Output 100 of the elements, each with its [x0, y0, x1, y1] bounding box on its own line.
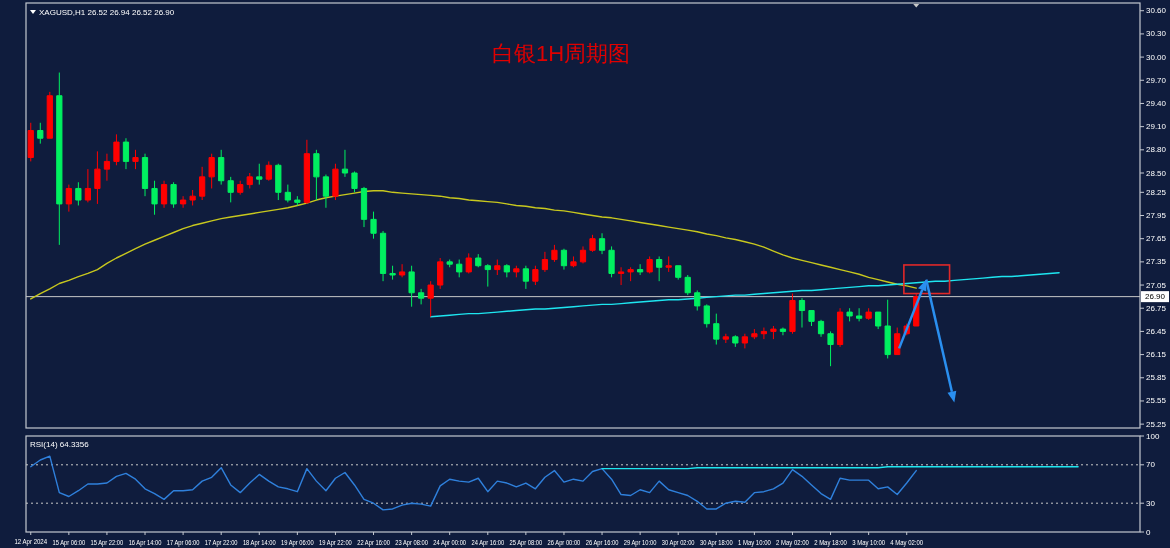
candlestick: [684, 274, 691, 296]
candlestick: [646, 255, 653, 274]
candlestick: [637, 263, 644, 276]
candlestick: [227, 176, 234, 203]
candlestick: [265, 160, 272, 182]
y-tick-label: 28.50: [1146, 168, 1167, 178]
ref-line-label: 26.90: [1145, 292, 1166, 302]
candlestick: [446, 259, 453, 268]
y-tick-label: 30.00: [1146, 52, 1167, 62]
candlestick: [579, 245, 587, 264]
candlestick: [284, 184, 291, 203]
candlestick: [294, 195, 301, 206]
y-tick-label: 29.40: [1146, 98, 1167, 108]
y-tick-label: 26.75: [1146, 303, 1167, 313]
candlestick: [84, 168, 92, 203]
y-tick-label: 27.35: [1146, 257, 1167, 267]
candlestick: [113, 133, 120, 166]
y-tick-label: 29.70: [1146, 75, 1167, 85]
y-tick-label: 100: [1146, 431, 1160, 441]
candlestick: [389, 265, 396, 281]
chart-title: RSI(14) 64.3356: [30, 439, 90, 449]
candlestick: [522, 265, 529, 290]
candlestick: [360, 186, 368, 228]
line-series: [30, 455, 917, 511]
candlestick: [560, 248, 568, 271]
candlestick: [408, 265, 415, 308]
candlestick: [884, 299, 891, 359]
y-tick-label: 29.10: [1146, 122, 1167, 132]
candlestick: [313, 149, 320, 201]
candlestick: [770, 325, 777, 340]
candlestick: [713, 313, 720, 346]
candlestick: [370, 211, 377, 240]
y-tick-label: 28.80: [1146, 145, 1167, 155]
candlestick: [418, 288, 425, 305]
candlestick: [322, 174, 330, 209]
annotation: XAGUSD,H1 26.52 26.94 26.52 26.90: [39, 7, 175, 17]
line-series: [429, 271, 1060, 318]
candlestick: [427, 280, 434, 318]
candlestick: [246, 172, 253, 189]
y-tick-label: 30: [1146, 498, 1156, 508]
candlestick: [846, 307, 853, 322]
candlestick: [379, 230, 387, 282]
candlestick: [732, 334, 739, 348]
candlestick: [694, 289, 701, 312]
candlestick: [75, 181, 82, 206]
candlestick: [808, 310, 815, 327]
candlestick: [798, 297, 806, 329]
candlestick: [189, 189, 196, 206]
y-tick-label: 27.95: [1146, 211, 1167, 220]
candlestick: [675, 265, 682, 281]
candlestick: [179, 195, 187, 209]
y-tick-label: 0: [1146, 527, 1151, 537]
y-tick-label: 27.05: [1146, 280, 1167, 290]
candlestick: [160, 180, 168, 209]
candlestick: [65, 184, 72, 213]
y-tick-label: 25.55: [1146, 396, 1167, 406]
candlestick: [827, 330, 834, 367]
candlestick: [589, 234, 596, 253]
y-tick-label: 25.85: [1146, 373, 1167, 383]
candlestick: [875, 311, 882, 330]
candlestick: [779, 327, 787, 336]
candlestick: [46, 91, 53, 139]
candlestick: [865, 307, 872, 321]
candlestick: [665, 255, 672, 273]
candlestick: [437, 257, 444, 290]
text: 白银1H周期图: [491, 40, 631, 66]
candlestick: [532, 265, 539, 286]
candlestick: [503, 263, 510, 278]
candlestick: [275, 163, 282, 201]
candlestick: [465, 252, 472, 274]
y-tick-label: 30.30: [1146, 29, 1167, 39]
candlestick: [817, 319, 825, 338]
candlestick: [398, 263, 406, 278]
candlestick: [170, 181, 177, 209]
candlestick: [218, 149, 225, 186]
candlestick: [103, 153, 111, 182]
candlestick: [741, 333, 748, 349]
candlestick: [598, 232, 606, 255]
candlestick: [836, 307, 844, 348]
candlestick: [141, 153, 149, 197]
candlestick: [351, 170, 358, 193]
candlestick: [37, 122, 44, 145]
candlestick: [541, 251, 549, 273]
y-tick-label: 27.65: [1146, 234, 1167, 244]
y-tick-label: 26.45: [1146, 326, 1167, 336]
candlestick: [341, 149, 349, 178]
candlestick: [627, 266, 634, 282]
candlestick: [56, 72, 63, 246]
candlestick: [132, 149, 139, 170]
candlestick: [703, 303, 710, 329]
candlestick: [27, 122, 34, 162]
candlestick: [760, 327, 768, 340]
candlestick: [656, 255, 663, 282]
candlestick: [122, 137, 130, 170]
y-tick-label: 70: [1146, 460, 1156, 470]
candlestick: [570, 255, 577, 268]
candlestick: [617, 266, 625, 286]
candlestick: [208, 153, 215, 189]
y-tick-label: 25.25: [1146, 419, 1167, 429]
candlestick: [551, 244, 558, 263]
